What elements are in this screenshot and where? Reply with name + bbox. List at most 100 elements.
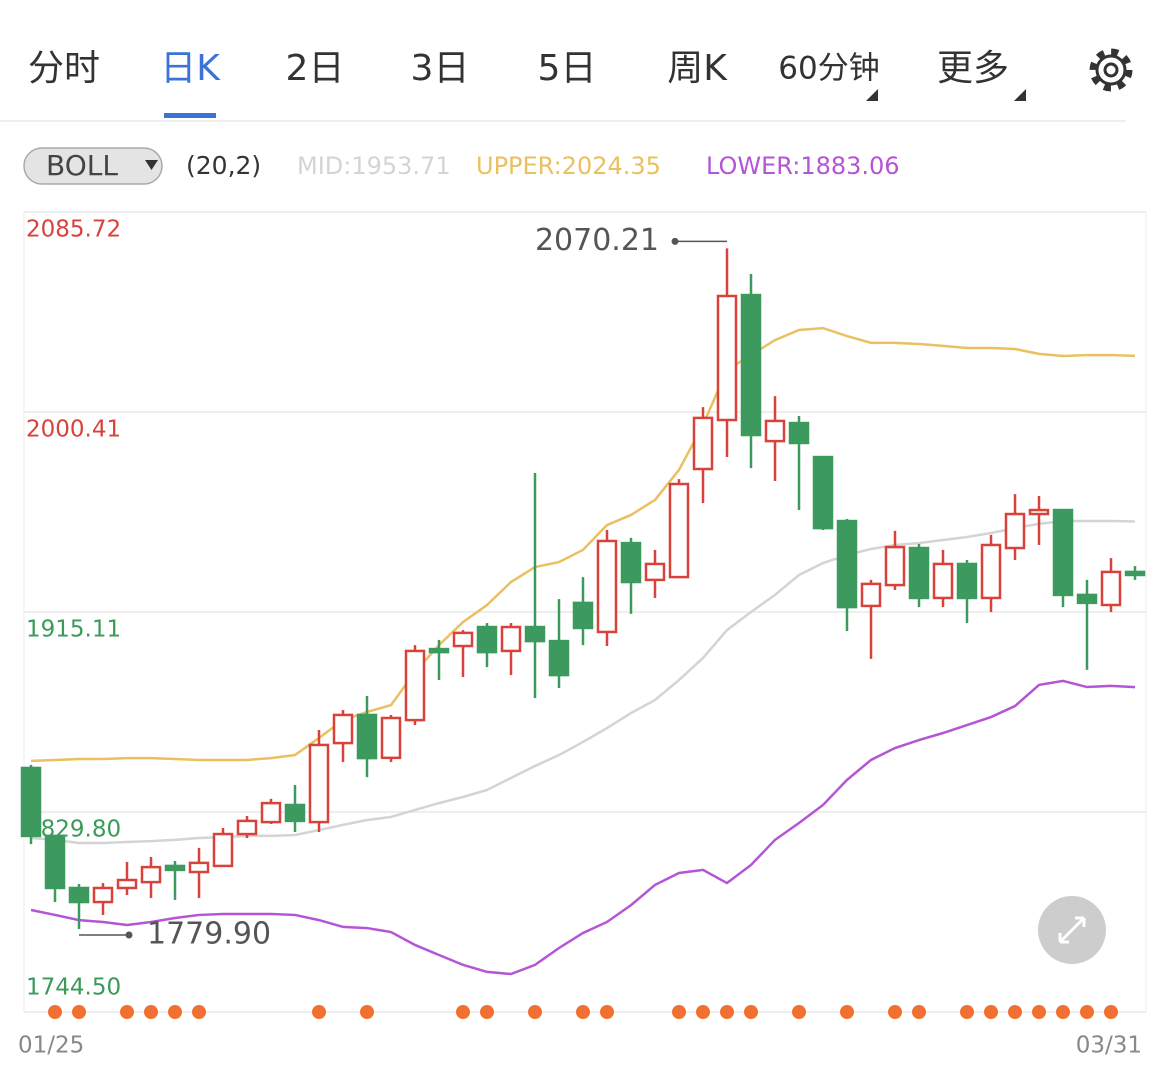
signal-dot [1032,1005,1046,1019]
tab[interactable]: 日K [160,48,221,89]
y-tick-label: 2085.72 [26,217,121,243]
signal-dot [1008,1005,1022,1019]
candle-body [668,482,690,579]
candle-body [500,625,522,653]
candle-body [1076,593,1098,605]
signal-dot [192,1005,206,1019]
candle-body [860,582,882,608]
candle-body [788,421,810,445]
candle-body [308,743,330,824]
candle-body [620,541,642,584]
tab[interactable]: 3日 [411,48,470,89]
signal-dot [1080,1005,1094,1019]
candle-body [1100,570,1122,607]
candle-body [356,713,378,760]
candle-body [1004,512,1026,550]
candle-body [596,539,618,634]
active-underline [164,113,216,118]
signal-dot [120,1005,134,1019]
candle-body [644,562,666,582]
signal-dot [696,1005,710,1019]
signal-dot [792,1005,806,1019]
candle-body [428,647,450,654]
signal-dot [600,1005,614,1019]
candle-body [572,601,594,630]
indicator-select[interactable]: BOLL [23,147,163,185]
signal-dot [840,1005,854,1019]
expand-button[interactable] [1038,896,1106,964]
signal-dot [48,1005,62,1019]
candle-body [812,455,834,530]
candle-body [44,834,66,890]
candle-body [908,546,930,600]
candle-body [284,803,306,823]
legend-entry: UPPER:2024.35 [476,152,661,180]
candle-body [188,861,210,874]
tab[interactable]: 分时 [28,48,100,89]
y-tick-label: 1915.11 [26,617,121,643]
candle-body [260,801,282,824]
settings-icon[interactable] [1089,48,1133,92]
candle-body [524,625,546,643]
candle-body [116,878,138,890]
signal-dot [672,1005,686,1019]
annotation-dot [125,931,133,939]
signal-dot [888,1005,902,1019]
candle-body [332,713,354,745]
signal-dot [1056,1005,1070,1019]
max-label: 2070.21 [535,223,659,258]
candle-body [452,631,474,648]
indicator-params: (20,2) [186,151,261,180]
min-label: 1779.90 [147,917,271,952]
candle-body [1052,508,1074,597]
candle-body [404,649,426,722]
signal-dot [720,1005,734,1019]
dropdown-mark [1014,89,1026,101]
signal-dot [72,1005,86,1019]
signal-dot [168,1005,182,1019]
candle-body [836,519,858,609]
candle-body [740,293,762,437]
candle-body [236,819,258,836]
candle-body [692,416,714,471]
band-line [30,326,1136,763]
signal-dot [456,1005,470,1019]
signal-dot [312,1005,326,1019]
signal-dot [744,1005,758,1019]
annotation-dot [671,237,679,245]
signal-dot [912,1005,926,1019]
signal-dot [528,1005,542,1019]
dropdown-mark [866,89,878,101]
candle-body [980,543,1002,600]
signal-dot [960,1005,974,1019]
signal-dot [984,1005,998,1019]
tab[interactable]: 60分钟 [778,51,879,87]
candle-body [164,864,186,872]
signal-dot [576,1005,590,1019]
candle-body [716,294,738,422]
tab[interactable]: 更多 [937,48,1009,89]
legend-entry: MID:1953.71 [297,152,451,180]
candle-body [932,562,954,600]
indicator-name: BOLL [46,149,118,182]
candle-body [140,865,162,884]
candle-body [1124,570,1146,577]
tab[interactable]: 周K [667,48,728,89]
candle-body [212,832,234,868]
tab[interactable]: 5日 [538,48,597,89]
candle-body [380,716,402,760]
tab-bar: 分时 日K 2日 3日 5日 周K 60分钟 更多 [28,48,1009,89]
candle-body [68,886,90,904]
signal-dot [1104,1005,1118,1019]
tab[interactable]: 2日 [286,48,345,89]
x-tick-label: 01/25 [18,1033,84,1059]
y-tick-label: 2000.41 [26,417,121,443]
candle-body [764,419,786,443]
x-tick-label: 03/31 [1076,1033,1142,1059]
candle-body [1028,508,1050,516]
candle-body [548,639,570,677]
band-line [30,679,1136,976]
candle-body [956,562,978,600]
candle-body [20,766,42,838]
